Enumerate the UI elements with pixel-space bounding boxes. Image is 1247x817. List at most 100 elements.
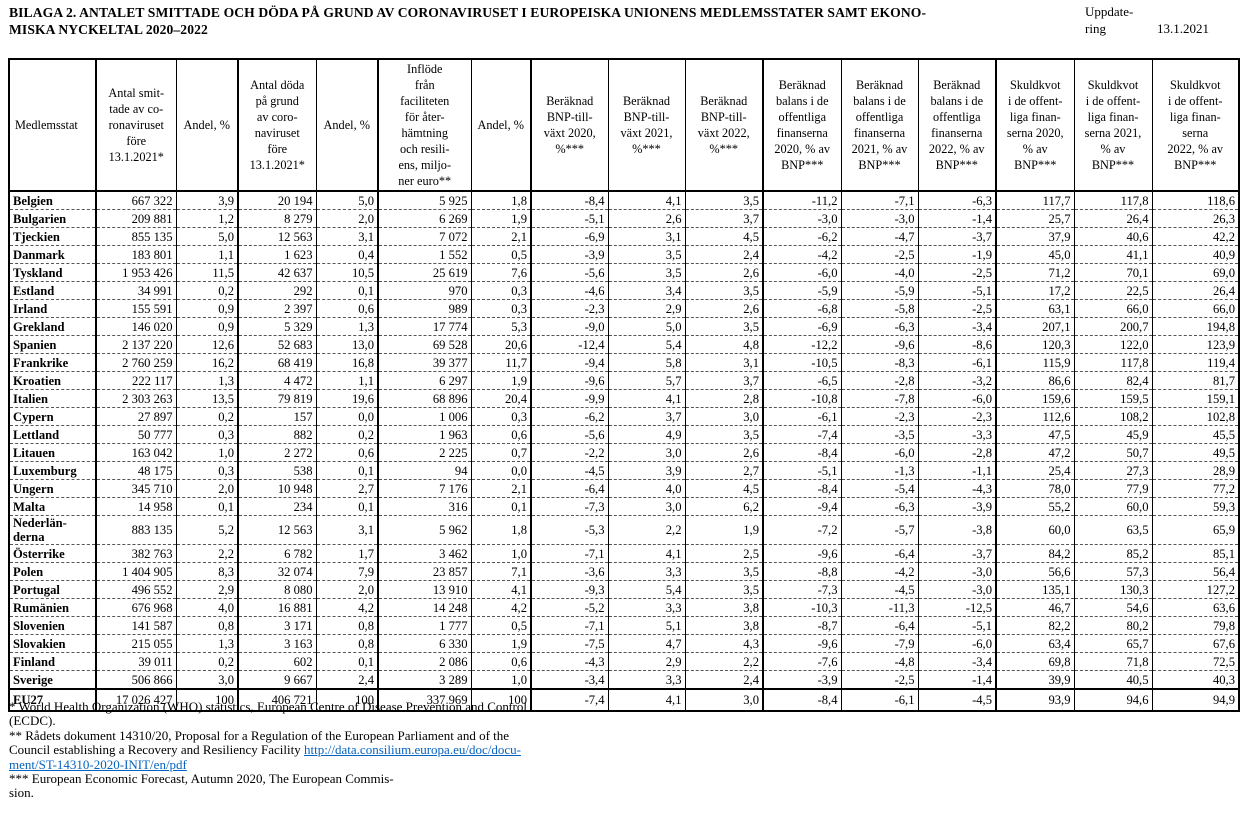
value-cell: 5,1 [607, 616, 685, 635]
value-cell: 19,6 [315, 389, 378, 408]
value-cell: 159,1 [1151, 389, 1239, 408]
country-cell: Ungern [8, 479, 96, 498]
value-cell: 3,5 [607, 263, 685, 282]
country-cell: Tjeckien [8, 227, 96, 246]
value-cell: 45,0 [995, 245, 1074, 264]
value-cell: 82,2 [995, 616, 1074, 635]
country-cell: Finland [8, 652, 96, 671]
value-cell: 157 [237, 407, 316, 426]
value-cell: 65,9 [1151, 515, 1239, 545]
value-cell: 4,2 [470, 598, 531, 617]
value-cell: 3 171 [237, 616, 316, 635]
value-cell: 118,6 [1151, 190, 1239, 210]
value-cell: 68 896 [377, 389, 471, 408]
value-cell: 1,3 [315, 317, 378, 336]
value-cell: 6 269 [377, 209, 471, 228]
value-cell: 2 397 [237, 299, 316, 318]
value-cell: 1 623 [237, 245, 316, 264]
value-cell: 14 248 [377, 598, 471, 617]
value-cell: 3,0 [607, 443, 685, 462]
value-cell: 0,3 [470, 281, 531, 300]
value-cell: 7,9 [315, 562, 378, 581]
value-cell: 13,0 [315, 335, 378, 354]
value-cell: 4,1 [607, 190, 685, 210]
value-cell: 4,5 [684, 227, 763, 246]
value-cell: 2,2 [175, 544, 238, 563]
footnote-rrf: ** Rådets dokument 14310/20, Proposal fo… [9, 728, 709, 772]
value-cell: 2,4 [684, 670, 763, 689]
value-cell: 41,1 [1073, 245, 1152, 264]
country-cell: Polen [8, 562, 96, 581]
value-cell: -4,5 [530, 461, 608, 480]
value-cell: 63,5 [1073, 515, 1152, 545]
value-cell: 108,2 [1073, 407, 1152, 426]
value-cell: 3,1 [607, 227, 685, 246]
value-cell: 68 419 [237, 353, 316, 372]
table-row: Slovakien 215 055 1,3 3 163 0,8 6 330 1,9 -7,5 4… [8, 634, 1239, 653]
value-cell: 117,7 [995, 190, 1074, 210]
value-cell: 39 011 [95, 652, 176, 671]
value-cell: 117,8 [1073, 190, 1152, 210]
value-cell: 66,0 [1073, 299, 1152, 318]
country-cell: Belgien [8, 190, 96, 210]
value-cell: 2,6 [684, 443, 763, 462]
value-cell: 3,5 [607, 245, 685, 264]
value-cell: -2,8 [840, 371, 918, 390]
country-cell: Nederlän- derna [8, 515, 96, 545]
value-cell: 3,3 [607, 670, 685, 689]
value-cell: 0,2 [315, 425, 378, 444]
value-cell: -5,4 [840, 479, 918, 498]
value-cell: 100 [175, 688, 238, 711]
value-cell: -3,4 [917, 652, 996, 671]
value-cell: 6,2 [684, 497, 763, 516]
table-row: Portugal 496 552 2,9 8 080 2,0 13 910 4,1 -9,3 5… [8, 580, 1239, 599]
value-cell: 5,0 [175, 227, 238, 246]
value-cell: -5,6 [530, 425, 608, 444]
value-cell: -4,5 [917, 688, 996, 711]
country-cell: Sverige [8, 670, 96, 689]
value-cell: -8,4 [762, 443, 841, 462]
value-cell: 2,4 [315, 670, 378, 689]
value-cell: 42 637 [237, 263, 316, 282]
value-cell: 2,7 [315, 479, 378, 498]
value-cell: -8,4 [530, 190, 608, 210]
value-cell: 8 279 [237, 209, 316, 228]
value-cell: 69,8 [995, 652, 1074, 671]
value-cell: 40,5 [1073, 670, 1152, 689]
value-cell: -3,0 [917, 580, 996, 599]
value-cell: 292 [237, 281, 316, 300]
value-cell: -5,1 [917, 616, 996, 635]
value-cell: 26,4 [1073, 209, 1152, 228]
value-cell: -11,3 [840, 598, 918, 617]
value-cell: -4,6 [530, 281, 608, 300]
value-cell: 40,3 [1151, 670, 1239, 689]
value-cell: -1,4 [917, 670, 996, 689]
value-cell: -7,3 [530, 497, 608, 516]
column-header: Beräknad balans i de offentliga finanser… [840, 59, 918, 192]
value-cell: 0,1 [315, 497, 378, 516]
value-cell: 16,8 [315, 353, 378, 372]
table-row: Grekland 146 020 0,9 5 329 1,3 17 774 5,3 -9,0 5… [8, 317, 1239, 336]
value-cell: 3,0 [175, 670, 238, 689]
value-cell: -4,5 [840, 580, 918, 599]
value-cell: 0,1 [315, 281, 378, 300]
footnote-rrf-link[interactable]: http://data.consilium.europa.eu/doc/docu… [9, 742, 521, 772]
value-cell: -7,3 [762, 580, 841, 599]
value-cell: 52 683 [237, 335, 316, 354]
value-cell: -6,0 [917, 634, 996, 653]
column-header: Skuldkvot i de offent- liga finan- serna… [995, 59, 1074, 192]
value-cell: -12,4 [530, 335, 608, 354]
country-cell: Italien [8, 389, 96, 408]
value-cell: 1,3 [175, 634, 238, 653]
value-cell: 2,0 [315, 580, 378, 599]
value-cell: 56,6 [995, 562, 1074, 581]
value-cell: 1,8 [470, 190, 531, 210]
value-cell: 215 055 [95, 634, 176, 653]
value-cell: -6,1 [762, 407, 841, 426]
value-cell: 16 881 [237, 598, 316, 617]
value-cell: 0,8 [315, 616, 378, 635]
value-cell: 2,0 [315, 209, 378, 228]
value-cell: -9,0 [530, 317, 608, 336]
value-cell: 7 176 [377, 479, 471, 498]
